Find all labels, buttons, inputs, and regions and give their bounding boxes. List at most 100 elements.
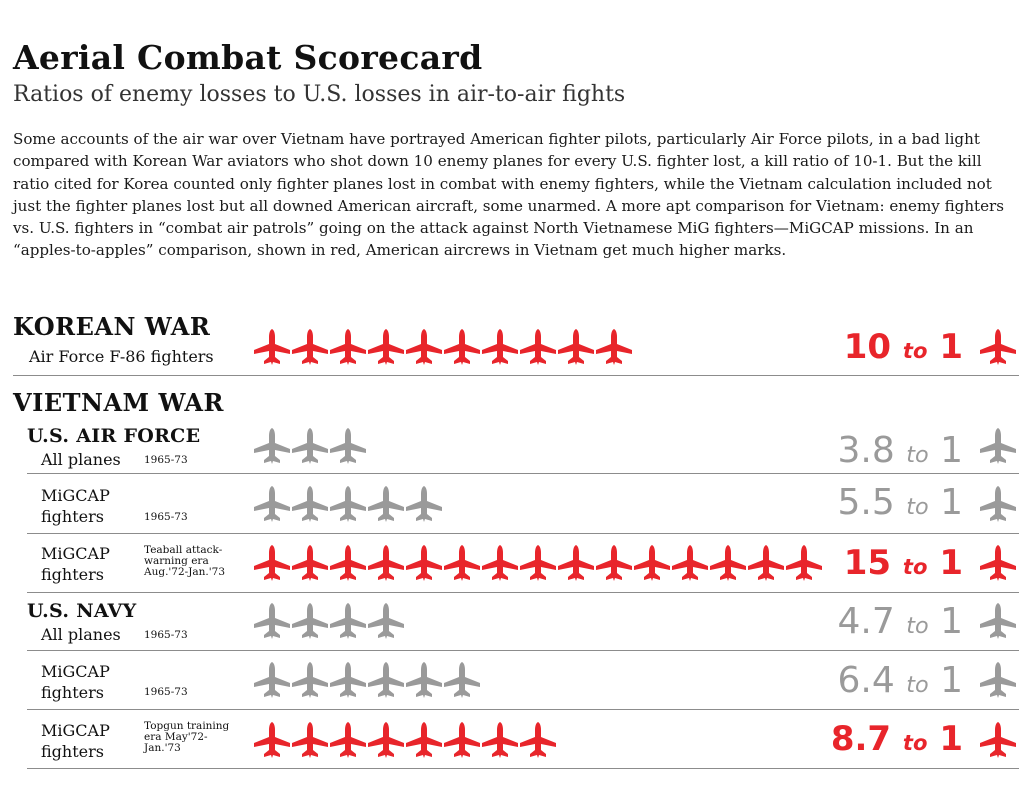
divider xyxy=(27,533,1019,534)
divider xyxy=(27,473,1019,474)
row-label-line2: fighters xyxy=(41,683,104,702)
row-period-usaf-teaball: Teaball attack-warning era Aug.'72-Jan.'… xyxy=(144,544,226,578)
row-label-korea: Air Force F-86 fighters xyxy=(29,347,214,366)
ratio-korea: 10 to 1 xyxy=(844,327,963,367)
ratio-usaf-all: 3.8 to 1 xyxy=(838,430,963,471)
ratio-word: to xyxy=(902,730,928,755)
plane-mark xyxy=(406,486,442,522)
divider xyxy=(27,592,1019,593)
plane-mark xyxy=(558,545,594,581)
plane-mark xyxy=(406,722,442,758)
row-label-line2: fighters xyxy=(41,742,104,761)
chart-subtitle: Ratios of enemy losses to U.S. losses in… xyxy=(13,82,626,107)
plane-mark xyxy=(444,329,480,365)
ratio-navy-migcap: 6.4 to 1 xyxy=(838,660,963,701)
plane-mark xyxy=(330,603,366,639)
row-label-usaf-migcap: MiGCAP fighters xyxy=(41,485,110,527)
plane-mark xyxy=(786,545,822,581)
heading-air-force: U.S. AIR FORCE xyxy=(27,425,201,447)
plane-mark xyxy=(292,662,328,698)
ratio-plane-icon xyxy=(980,545,1016,581)
ratio-usaf-teaball: 15 to 1 xyxy=(844,543,963,583)
plane-mark xyxy=(406,329,442,365)
ratio-denominator: 1 xyxy=(940,660,963,701)
ratio-denominator: 1 xyxy=(939,327,963,367)
plane-mark xyxy=(368,545,404,581)
plane-mark xyxy=(254,428,290,464)
ratio-plane-icon xyxy=(980,428,1016,464)
ratio-word: to xyxy=(906,672,929,698)
ratio-numerator: 15 xyxy=(843,543,892,583)
plane-mark xyxy=(330,545,366,581)
ratio-numerator: 3.8 xyxy=(837,430,895,471)
plane-mark xyxy=(444,722,480,758)
ratio-word: to xyxy=(902,338,928,363)
plane-mark xyxy=(254,603,290,639)
chart-title: Aerial Combat Scorecard xyxy=(13,38,483,77)
plane-mark xyxy=(368,486,404,522)
ratio-plane-icon xyxy=(980,329,1016,365)
plane-mark xyxy=(368,603,404,639)
plane-mark xyxy=(292,486,328,522)
row-period-usaf-migcap: 1965-73 xyxy=(144,511,188,523)
row-label-line2: fighters xyxy=(41,507,104,526)
plane-mark xyxy=(672,545,708,581)
row-period-navy-all: 1965-73 xyxy=(144,629,188,641)
row-label-line1: MiGCAP xyxy=(41,486,110,505)
plane-mark xyxy=(520,545,556,581)
plane-row xyxy=(254,329,632,365)
plane-mark xyxy=(406,545,442,581)
intro-paragraph: Some accounts of the air war over Vietna… xyxy=(13,130,1004,260)
plane-row xyxy=(254,603,404,639)
ratio-word: to xyxy=(906,613,929,639)
row-period-navy-migcap: 1965-73 xyxy=(144,686,188,698)
plane-mark xyxy=(482,329,518,365)
divider xyxy=(27,709,1019,710)
plane-row xyxy=(254,428,366,464)
heading-korean-war: KOREAN WAR xyxy=(13,312,211,341)
ratio-plane-icon xyxy=(980,486,1016,522)
plane-mark xyxy=(292,722,328,758)
ratio-numerator: 6.4 xyxy=(837,660,895,701)
plane-mark xyxy=(520,329,556,365)
row-period-navy-topgun: Topgun training era May'72-Jan.'73 xyxy=(144,720,230,754)
plane-mark-partial xyxy=(558,722,594,758)
plane-mark xyxy=(368,329,404,365)
plane-mark xyxy=(254,662,290,698)
ratio-denominator: 1 xyxy=(939,543,963,583)
plane-mark xyxy=(330,428,366,464)
row-label-line2: fighters xyxy=(41,565,104,584)
ratio-denominator: 1 xyxy=(940,601,963,642)
row-label-usaf-teaball: MiGCAP fighters xyxy=(41,543,110,585)
row-label-usaf-all: All planes xyxy=(41,450,121,469)
ratio-navy-topgun: 8.7 to 1 xyxy=(831,719,963,759)
plane-mark xyxy=(254,722,290,758)
plane-mark xyxy=(482,722,518,758)
ratio-plane-icon xyxy=(980,662,1016,698)
plane-mark xyxy=(254,329,290,365)
ratio-denominator: 1 xyxy=(939,719,963,759)
plane-mark xyxy=(710,545,746,581)
plane-mark xyxy=(748,545,784,581)
plane-mark xyxy=(330,662,366,698)
plane-row xyxy=(254,486,480,522)
plane-mark xyxy=(634,545,670,581)
plane-mark xyxy=(406,662,442,698)
row-label-navy-topgun: MiGCAP fighters xyxy=(41,720,110,762)
plane-mark xyxy=(368,722,404,758)
row-label-navy-all: All planes xyxy=(41,625,121,644)
ratio-plane-icon xyxy=(980,722,1016,758)
ratio-numerator: 5.5 xyxy=(837,482,895,523)
plane-mark-partial xyxy=(444,486,480,522)
heading-vietnam-war: VIETNAM WAR xyxy=(13,388,224,417)
plane-mark-partial xyxy=(482,662,518,698)
plane-mark xyxy=(330,722,366,758)
ratio-denominator: 1 xyxy=(940,482,963,523)
row-label-line1: MiGCAP xyxy=(41,721,110,740)
ratio-word: to xyxy=(902,554,928,579)
ratio-numerator: 10 xyxy=(843,327,892,367)
plane-mark xyxy=(254,486,290,522)
plane-mark xyxy=(482,545,518,581)
ratio-word: to xyxy=(906,442,929,468)
plane-mark xyxy=(520,722,556,758)
